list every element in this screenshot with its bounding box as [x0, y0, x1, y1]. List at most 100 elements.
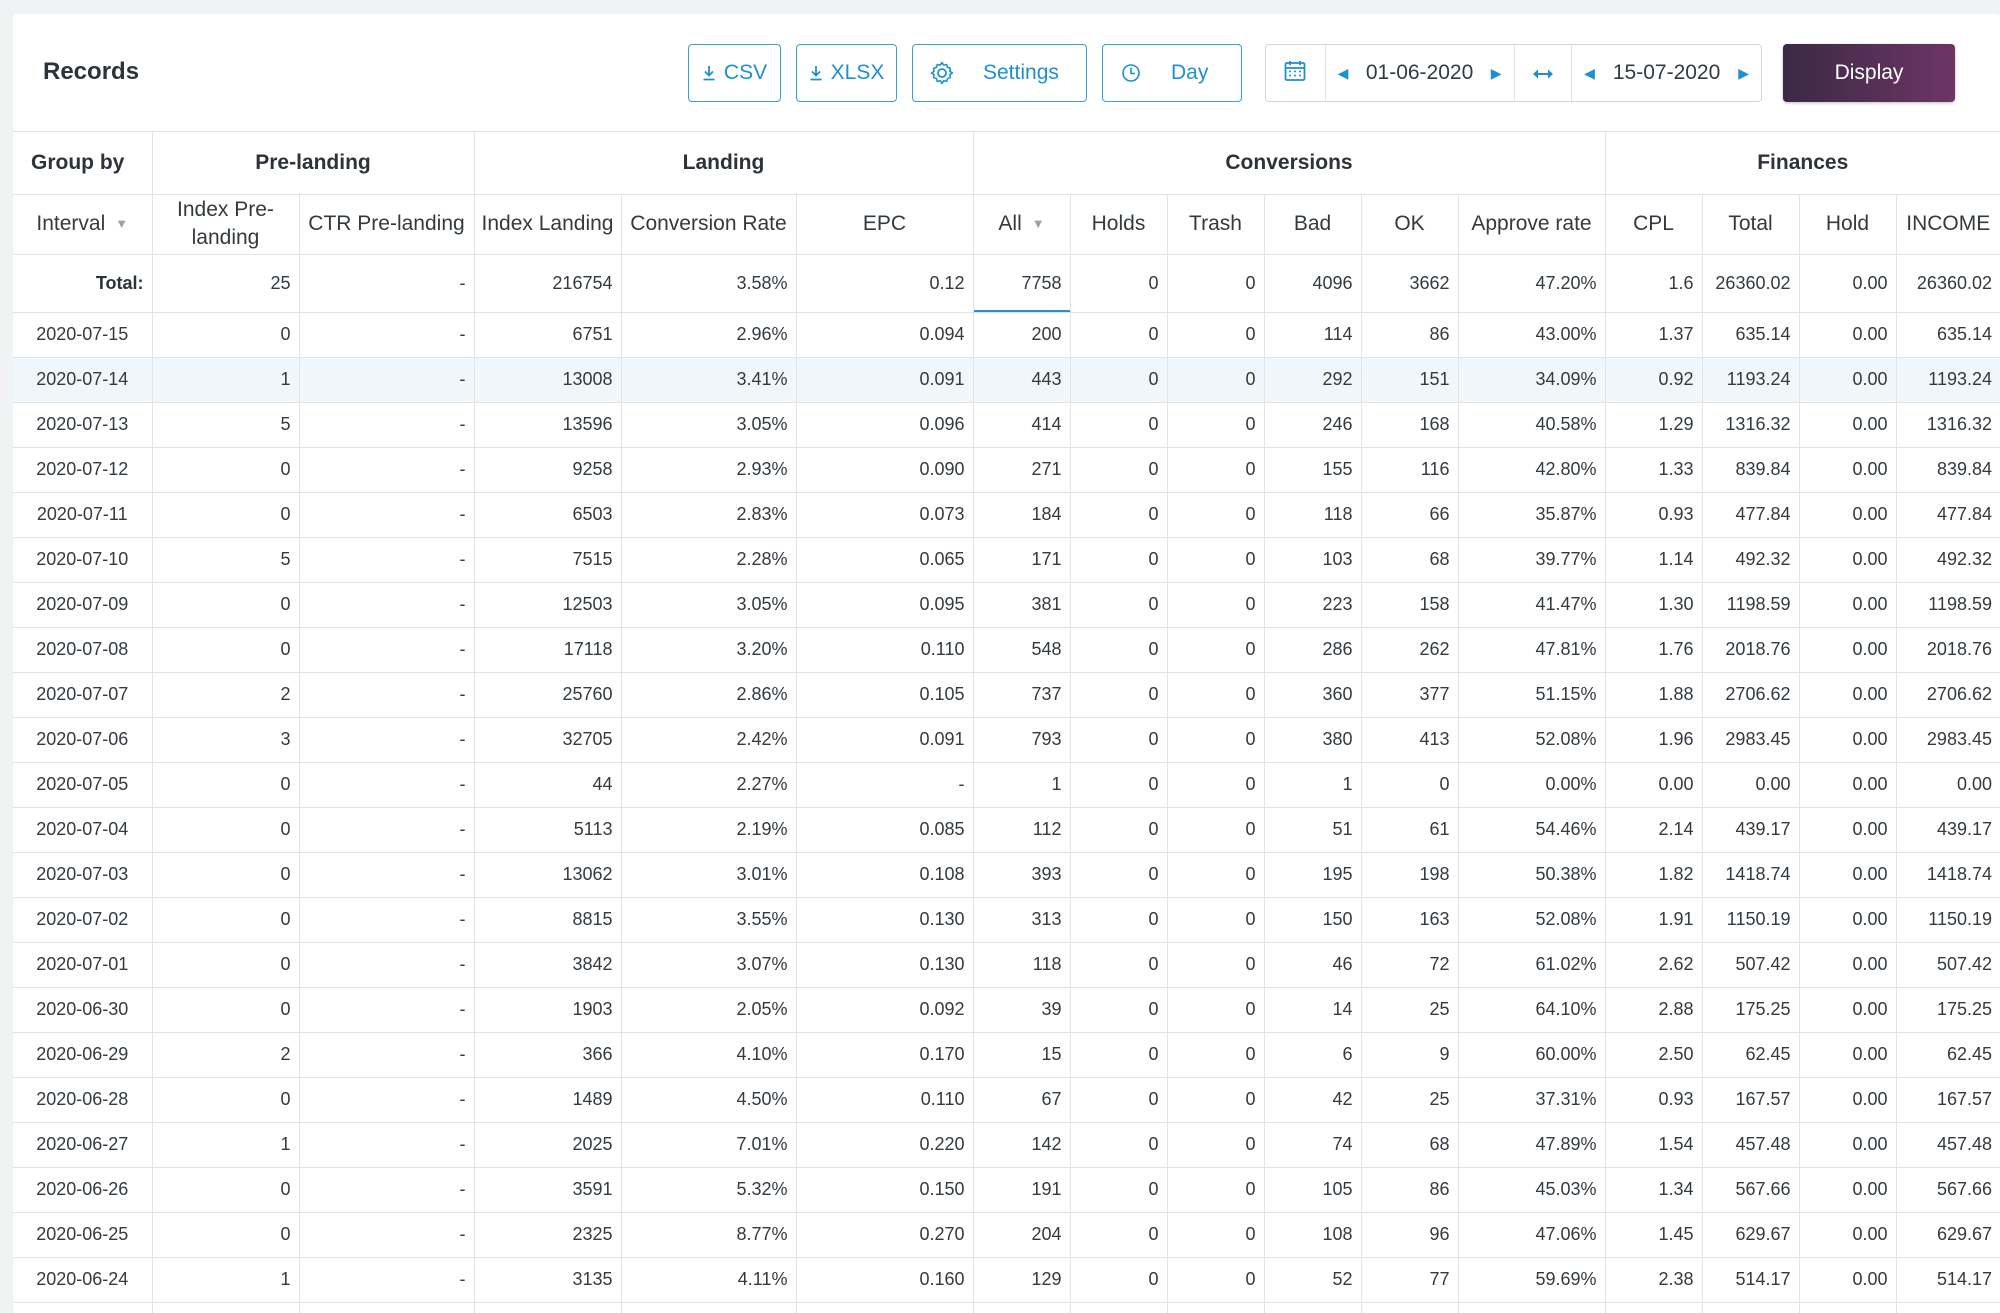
group-header-group-by: Group by [13, 132, 153, 195]
table-cell: 1.29 [1605, 402, 1703, 448]
table-cell: - [299, 762, 475, 808]
table-cell: 4.11% [621, 1257, 797, 1303]
table-row[interactable]: 2020-07-07 2-25760 2.86% 0.105 737 0 0 360 377 51… [13, 672, 2000, 718]
table-cell: 13062 [474, 852, 622, 898]
table-row[interactable]: 2020-06-26 0-3591 5.32% 0.150 191 0 0 105 86 45.0… [13, 1167, 2000, 1213]
table-cell: 1198.59 [1702, 582, 1800, 628]
table-cell: 0 [1070, 897, 1168, 943]
table-cell: 1.14 [1605, 537, 1703, 583]
column-header-all[interactable]: All ▼ [973, 194, 1071, 255]
table-cell: 0 [1070, 402, 1168, 448]
table-cell: 1 [152, 357, 300, 403]
table-cell: 0 [1070, 672, 1168, 718]
caret-down-icon[interactable]: ▼ [1031, 216, 1045, 232]
table-row[interactable]: 2020-07-05 0-44 2.27% -1 0 0 1 0 0.00% 0.00 0.00 0.… [13, 762, 2000, 808]
table-cell: 477.84 [1896, 492, 2000, 538]
table-cell: 0.00 [1799, 402, 1897, 448]
total-cell: 3662 [1361, 254, 1459, 313]
caret-right-icon[interactable]: ▶ [1490, 64, 1502, 81]
table-cell: 2325 [474, 1212, 622, 1258]
calendar-button[interactable] [1266, 45, 1326, 101]
table-cell: - [299, 987, 475, 1033]
calendar-icon [1283, 59, 1307, 88]
table-row[interactable]: 2020-07-12 0-9258 2.93% 0.090 271 0 0 155 116 42.… [13, 447, 2000, 493]
table-cell: 0 [152, 312, 300, 358]
column-header-label: Conversion Rate [630, 212, 787, 235]
table-cell: 507.42 [1702, 942, 1800, 988]
table-cell: 1316.32 [1702, 402, 1800, 448]
table-row[interactable]: 2020-07-10 5-7515 2.28% 0.065 171 0 0 103 68 39.7… [13, 537, 2000, 583]
table-row[interactable]: 2020-06-28 0-1489 4.50% 0.110 67 0 0 42 25 37.31%… [13, 1077, 2000, 1123]
records-panel: Records CSV XLSX Settings [13, 14, 2000, 1313]
row-date-cell [13, 1302, 153, 1313]
total-cell: 25 [152, 254, 300, 313]
table-cell: 0.00 [1799, 807, 1897, 853]
table-cell [1167, 1302, 1265, 1313]
total-cell: 0.00 [1799, 254, 1897, 313]
table-cell: 25760 [474, 672, 622, 718]
caret-right-icon[interactable]: ▶ [1738, 64, 1750, 81]
display-button[interactable]: Display [1783, 44, 1955, 102]
caret-left-icon[interactable]: ◀ [1337, 64, 1349, 81]
table-row[interactable]: 2020-06-30 0-1903 2.05% 0.092 39 0 0 14 25 64.10%… [13, 987, 2000, 1033]
table-row[interactable]: 2020-07-01 0-3842 3.07% 0.130 118 0 0 46 72 61.02… [13, 942, 2000, 988]
table-cell: 39 [973, 987, 1071, 1033]
table-row[interactable]: 2020-07-09 0-12503 3.05% 0.095 381 0 0 223 158 41… [13, 582, 2000, 628]
table-row[interactable]: 2020-07-14 1-13008 3.41% 0.091 443 0 0 292 151 34… [13, 357, 2000, 403]
table-cell: 52.08% [1458, 717, 1606, 763]
table-cell: - [299, 402, 475, 448]
table-cell: 39.77% [1458, 537, 1606, 583]
swap-dates-button[interactable] [1515, 45, 1573, 101]
caret-down-icon[interactable]: ▼ [115, 216, 129, 232]
settings-button[interactable]: Settings [912, 44, 1087, 102]
table-cell: 0.065 [796, 537, 974, 583]
table-row[interactable]: 2020-07-15 0-6751 2.96% 0.094 200 0 0 114 86 43.0… [13, 312, 2000, 358]
export-csv-button[interactable]: CSV [688, 44, 781, 102]
date-from-value[interactable]: 01-06-2020 [1365, 61, 1474, 84]
table-cell: 3.55% [621, 897, 797, 943]
table-row[interactable]: 2020-07-06 3-32705 2.42% 0.091 793 0 0 380 413 52… [13, 717, 2000, 763]
caret-left-icon[interactable]: ◀ [1584, 64, 1595, 81]
table-cell: 3.07% [621, 942, 797, 988]
interval-label: Day [1171, 61, 1209, 84]
table-cell: 129 [973, 1257, 1071, 1303]
table-row[interactable]: 2020-07-02 0-8815 3.55% 0.130 313 0 0 150 163 52.… [13, 897, 2000, 943]
table-cell: 42 [1264, 1077, 1362, 1123]
table-cell: 59.69% [1458, 1257, 1606, 1303]
table-cell: 198 [1361, 852, 1459, 898]
table-row[interactable]: 2020-07-13 5-13596 3.05% 0.096 414 0 0 246 168 40… [13, 402, 2000, 448]
column-header-label: Interval [36, 211, 106, 235]
table-cell: 366 [474, 1032, 622, 1078]
table-cell [299, 1302, 475, 1313]
group-header-conversions: Conversions [973, 132, 1606, 195]
table-row[interactable]: 2020-07-03 0-13062 3.01% 0.108 393 0 0 195 198 50… [13, 852, 2000, 898]
table-row[interactable] [13, 1302, 2000, 1313]
table-row[interactable]: 2020-07-04 0-5113 2.19% 0.085 112 0 0 51 61 54.46… [13, 807, 2000, 853]
table-cell: 175.25 [1702, 987, 1800, 1033]
column-header-interval[interactable]: Interval ▼ [13, 194, 153, 255]
table-cell: 6503 [474, 492, 622, 538]
column-header-label: Trash [1189, 212, 1242, 235]
table-cell: 439.17 [1896, 807, 2000, 853]
table-cell: 457.48 [1896, 1122, 2000, 1168]
table-cell: 0 [1070, 942, 1168, 988]
table-row[interactable]: 2020-06-27 1-2025 7.01% 0.220 142 0 0 74 68 47.89… [13, 1122, 2000, 1168]
table-cell: 191 [973, 1167, 1071, 1213]
row-date-cell: 2020-06-29 [13, 1032, 153, 1078]
table-cell: 2.14 [1605, 807, 1703, 853]
table-row[interactable]: 2020-06-29 2-366 4.10% 0.170 15 0 0 6 9 60.00% 2.5… [13, 1032, 2000, 1078]
interval-button[interactable]: Day [1102, 44, 1242, 102]
table-cell: 1418.74 [1896, 852, 2000, 898]
table-cell: 184 [973, 492, 1071, 538]
date-to-value[interactable]: 15-07-2020 [1612, 61, 1721, 84]
table-cell: 14 [1264, 987, 1362, 1033]
table-row[interactable]: 2020-07-08 0-17118 3.20% 0.110 548 0 0 286 262 47… [13, 627, 2000, 673]
table-cell: 635.14 [1702, 312, 1800, 358]
export-xlsx-button[interactable]: XLSX [796, 44, 897, 102]
table-cell: 17118 [474, 627, 622, 673]
table-row[interactable]: 2020-06-24 1-3135 4.11% 0.160 129 0 0 52 77 59.69… [13, 1257, 2000, 1303]
table-cell: 443 [973, 357, 1071, 403]
table-row[interactable]: 2020-06-25 0-2325 8.77% 0.270 204 0 0 108 96 47.0… [13, 1212, 2000, 1258]
table-row[interactable]: 2020-07-11 0-6503 2.83% 0.073 184 0 0 118 66 35.8… [13, 492, 2000, 538]
row-date-cell: 2020-07-10 [13, 537, 153, 583]
